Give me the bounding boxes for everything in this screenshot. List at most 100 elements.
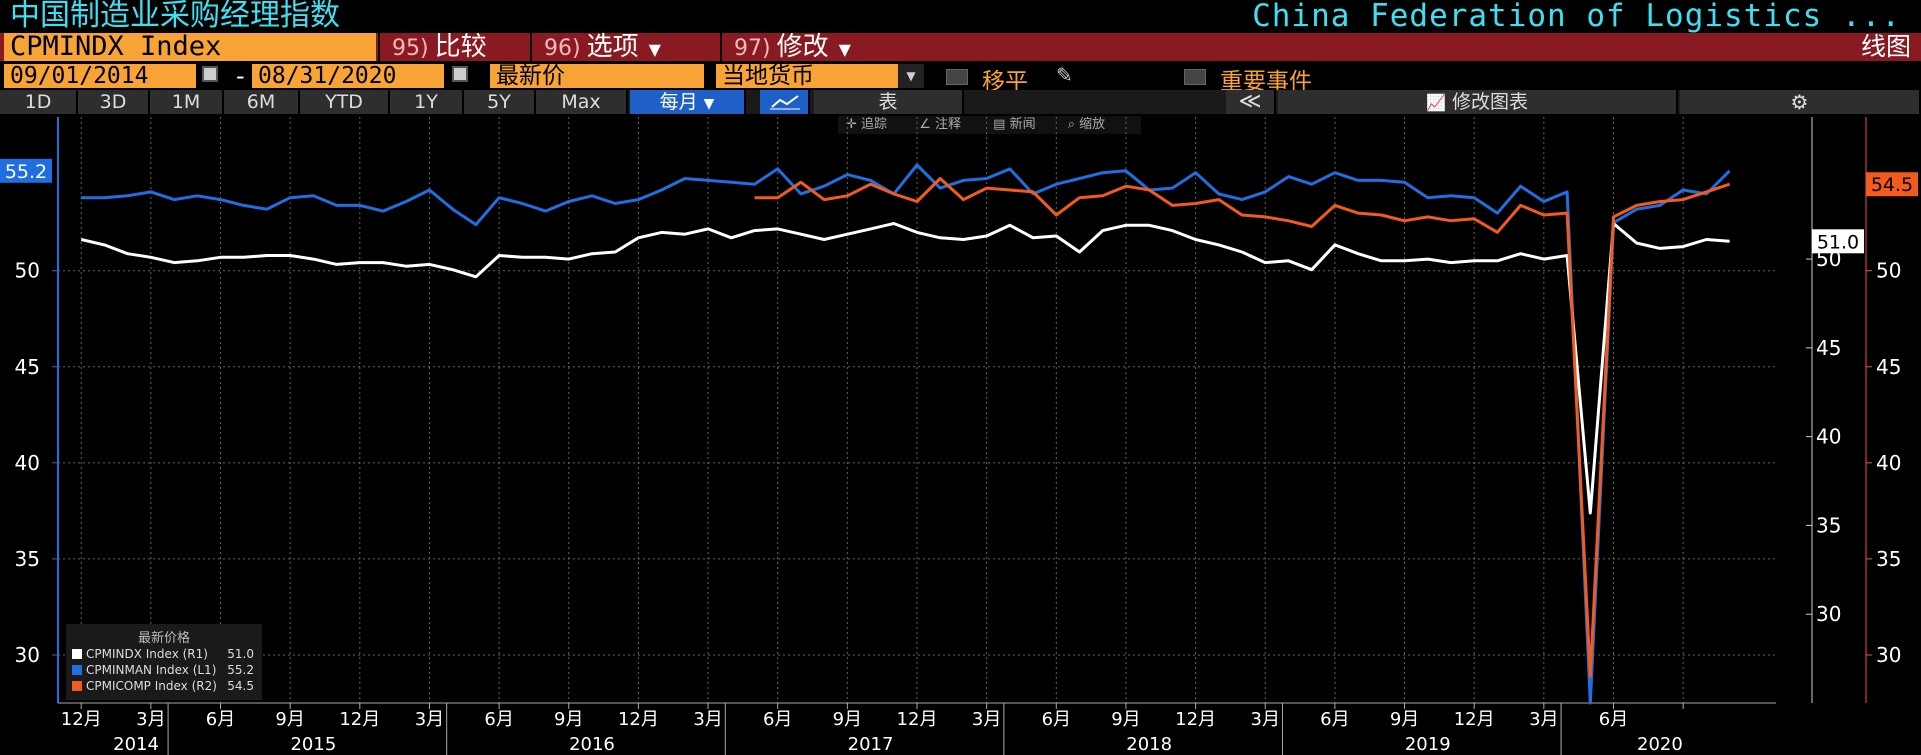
currency-select[interactable]: 当地货币	[716, 64, 898, 88]
period-tab-6m[interactable]: 6M	[224, 90, 300, 114]
x-year-label: 2017	[848, 734, 894, 755]
legend-label: CPMINMAN Index (L1)	[86, 663, 217, 677]
news-label: 新闻	[1009, 117, 1036, 132]
zoom-label: 缩放	[1079, 117, 1106, 132]
x-tick-label: 3月	[693, 709, 722, 730]
table-button[interactable]: 表	[814, 90, 964, 114]
x-tick-label: 12月	[339, 709, 380, 730]
period-tab-ytd[interactable]: YTD	[300, 90, 390, 114]
x-tick-label: 3月	[972, 709, 1001, 730]
calendar-icon[interactable]	[452, 66, 468, 82]
legend-title: 最新价格	[137, 631, 190, 646]
right2-tick-label: 50	[1876, 259, 1901, 283]
axis-labels: 12月 3月 6月 9月 12月 3月 6月 9月 12月 3月 6月 9月 12月 3月 6月 9月 12月 3…	[0, 158, 1918, 755]
legend-swatch	[72, 649, 82, 659]
period-tab-1d[interactable]: 1D	[0, 90, 78, 114]
x-tick-label: 6月	[1042, 709, 1071, 730]
settings-gear-icon[interactable]: ⚙	[1680, 90, 1921, 114]
series-line-cpmicomp-index	[754, 177, 1731, 678]
news-tool[interactable]: ▤ 新闻	[993, 117, 1036, 132]
crosshair-tool[interactable]: ✛ 追踪	[846, 117, 888, 132]
x-tick-label: 12月	[618, 709, 659, 730]
edit-chart-button[interactable]: 📈 修改图表	[1278, 90, 1678, 114]
chevron-down-icon: ▼	[838, 40, 851, 59]
legend-swatch	[72, 681, 82, 691]
legend-label: CPMICOMP Index (R2)	[86, 679, 217, 693]
chart-tools: ✛ 追踪 ∠ 注释 ▤ 新闻 ⌕ 缩放	[838, 116, 1142, 134]
last-value-r1-bg	[1812, 229, 1864, 254]
compare-label: 比较	[434, 32, 487, 62]
legend-item: CPMINDX Index (R1) 51.0	[66, 646, 262, 662]
period-tab-3d[interactable]: 3D	[78, 90, 150, 114]
last-value-r2: 54.5	[1871, 174, 1913, 196]
start-date-input[interactable]: 09/01/2014	[4, 64, 196, 88]
calendar-icon[interactable]	[202, 66, 218, 82]
zoom-tool[interactable]: ⌕ 缩放	[1067, 117, 1106, 132]
period-tab-5y[interactable]: 5Y	[464, 90, 536, 114]
caret-down-icon: ▼	[703, 96, 715, 112]
options-button[interactable]: 96) 选项 ▼	[530, 33, 718, 61]
price-field-select[interactable]: 最新价	[490, 64, 704, 88]
frequency-select[interactable]: 每月 ▼	[630, 90, 746, 114]
x-tick-label: 12月	[61, 709, 102, 730]
x-year-label: 2020	[1637, 734, 1683, 755]
end-date-input[interactable]: 08/31/2020	[252, 64, 444, 88]
x-tick-label: 3月	[1529, 709, 1558, 730]
pencil-icon[interactable]: ✎	[1056, 63, 1073, 87]
modify-label: 修改	[776, 32, 829, 62]
x-tick-label: 6月	[1599, 709, 1628, 730]
legend-swatch	[72, 665, 82, 675]
right1-tick-label: 45	[1816, 336, 1841, 360]
right1-tick-label: 30	[1816, 602, 1841, 626]
line-chart-icon[interactable]	[760, 90, 810, 114]
x-tick-label: 3月	[1251, 709, 1280, 730]
legend: 最新价格 CPMINDX Index (R1) 51.0 CPMINMAN Ind…	[66, 624, 262, 700]
grid-lines	[58, 117, 1776, 703]
legend-value: 54.5	[227, 679, 254, 693]
series-lines	[80, 163, 1731, 705]
modify-number: 97)	[734, 36, 771, 61]
events-checkbox[interactable]	[1184, 69, 1206, 85]
period-tab-max[interactable]: Max	[536, 90, 628, 114]
edit-chart-label: 修改图表	[1451, 91, 1528, 113]
x-tick-label: 12月	[1454, 709, 1495, 730]
annotate-tool[interactable]: ∠ 注释	[919, 117, 961, 132]
right2-tick-label: 40	[1876, 451, 1901, 475]
frequency-label: 每月	[659, 91, 698, 113]
right2-tick-label: 35	[1876, 547, 1901, 571]
moving-avg-checkbox[interactable]	[946, 69, 968, 85]
page-title: 中国制造业采购经理指数	[10, 0, 340, 33]
period-tab-1m[interactable]: 1M	[150, 90, 224, 114]
modify-button[interactable]: 97) 修改 ▼	[720, 33, 908, 61]
x-tick-label: 9月	[554, 709, 583, 730]
x-year-label: 2016	[569, 734, 615, 755]
legend-label: CPMINDX Index (R1)	[86, 647, 208, 661]
x-tick-label: 9月	[1390, 709, 1419, 730]
x-tick-label: 9月	[833, 709, 862, 730]
left-tick-label: 45	[15, 355, 40, 379]
ticker-field[interactable]: CPMINDX Index	[4, 33, 376, 61]
left-tick-label: 30	[15, 643, 40, 667]
options-number: 96)	[544, 36, 581, 61]
chevron-down-icon[interactable]: ▼	[898, 64, 924, 88]
series-line-cpmindx-index	[80, 222, 1730, 515]
compare-button[interactable]: 95) 比较	[378, 33, 528, 61]
date-dash: -	[236, 62, 245, 90]
x-tick-label: 3月	[415, 709, 444, 730]
left-tick-label: 40	[15, 451, 40, 475]
legend-item: CPMINMAN Index (L1) 55.2	[66, 662, 262, 678]
right1-tick-label: 40	[1816, 425, 1841, 449]
crosshair-label: 追踪	[861, 117, 888, 132]
last-value-l1: 55.2	[5, 161, 47, 183]
collapse-icon[interactable]: ≪	[1226, 90, 1276, 114]
x-tick-label: 9月	[1111, 709, 1140, 730]
x-year-label: 2018	[1126, 734, 1172, 755]
x-tick-label: 6月	[1320, 709, 1349, 730]
right2-tick-label: 30	[1876, 643, 1901, 667]
options-label: 选项	[586, 32, 639, 62]
period-tab-1y[interactable]: 1Y	[390, 90, 464, 114]
left-tick-label: 50	[15, 259, 40, 283]
right2-tick-label: 45	[1876, 355, 1901, 379]
chart-edit-icon: 📈	[1426, 93, 1446, 112]
